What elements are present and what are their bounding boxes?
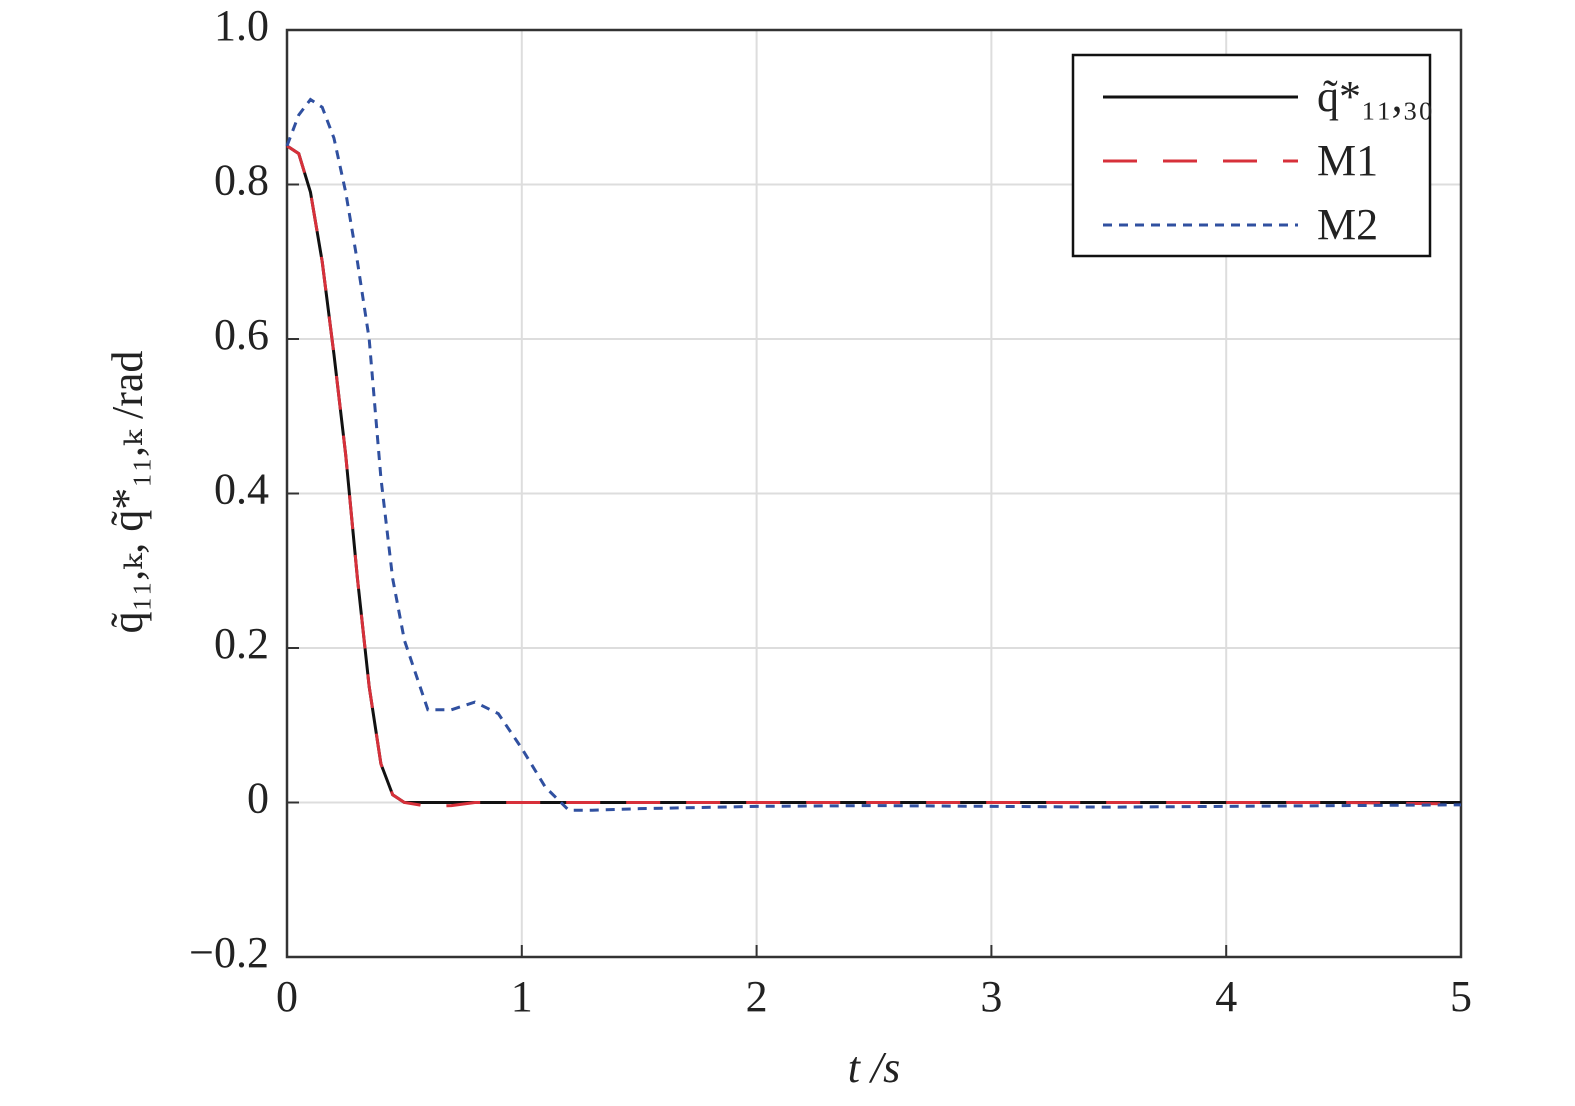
- y-tick-label: 0.8: [214, 156, 269, 205]
- y-tick-label: −0.2: [189, 928, 269, 977]
- y-tick-label: 0: [247, 774, 269, 823]
- legend-label: M1: [1317, 136, 1378, 185]
- legend-label: q̃*₁₁,₃₀: [1317, 72, 1433, 121]
- y-axis-label: q̃₁₁,ₖ, q̃*₁₁,ₖ /rad: [103, 351, 152, 634]
- plot-frame: [285, 28, 1463, 959]
- x-tick-label: 1: [511, 972, 533, 1021]
- series-line: [285, 97, 1462, 812]
- y-tick-label: 1.0: [214, 1, 269, 50]
- series-line: [286, 144, 1462, 808]
- y-tick-label: 0.2: [214, 619, 269, 668]
- legend-box: [1071, 53, 1432, 258]
- x-tick-label: 2: [746, 972, 768, 1021]
- legend-label: M2: [1317, 200, 1378, 249]
- y-tick-label: 0.6: [214, 310, 269, 359]
- x-tick-label: 5: [1450, 972, 1472, 1021]
- x-axis-label: t /s: [848, 1043, 901, 1092]
- y-tick-label: 0.4: [214, 465, 269, 514]
- x-tick-label: 4: [1215, 972, 1237, 1021]
- x-tick-label: 3: [980, 972, 1002, 1021]
- x-tick-label: 0: [276, 972, 298, 1021]
